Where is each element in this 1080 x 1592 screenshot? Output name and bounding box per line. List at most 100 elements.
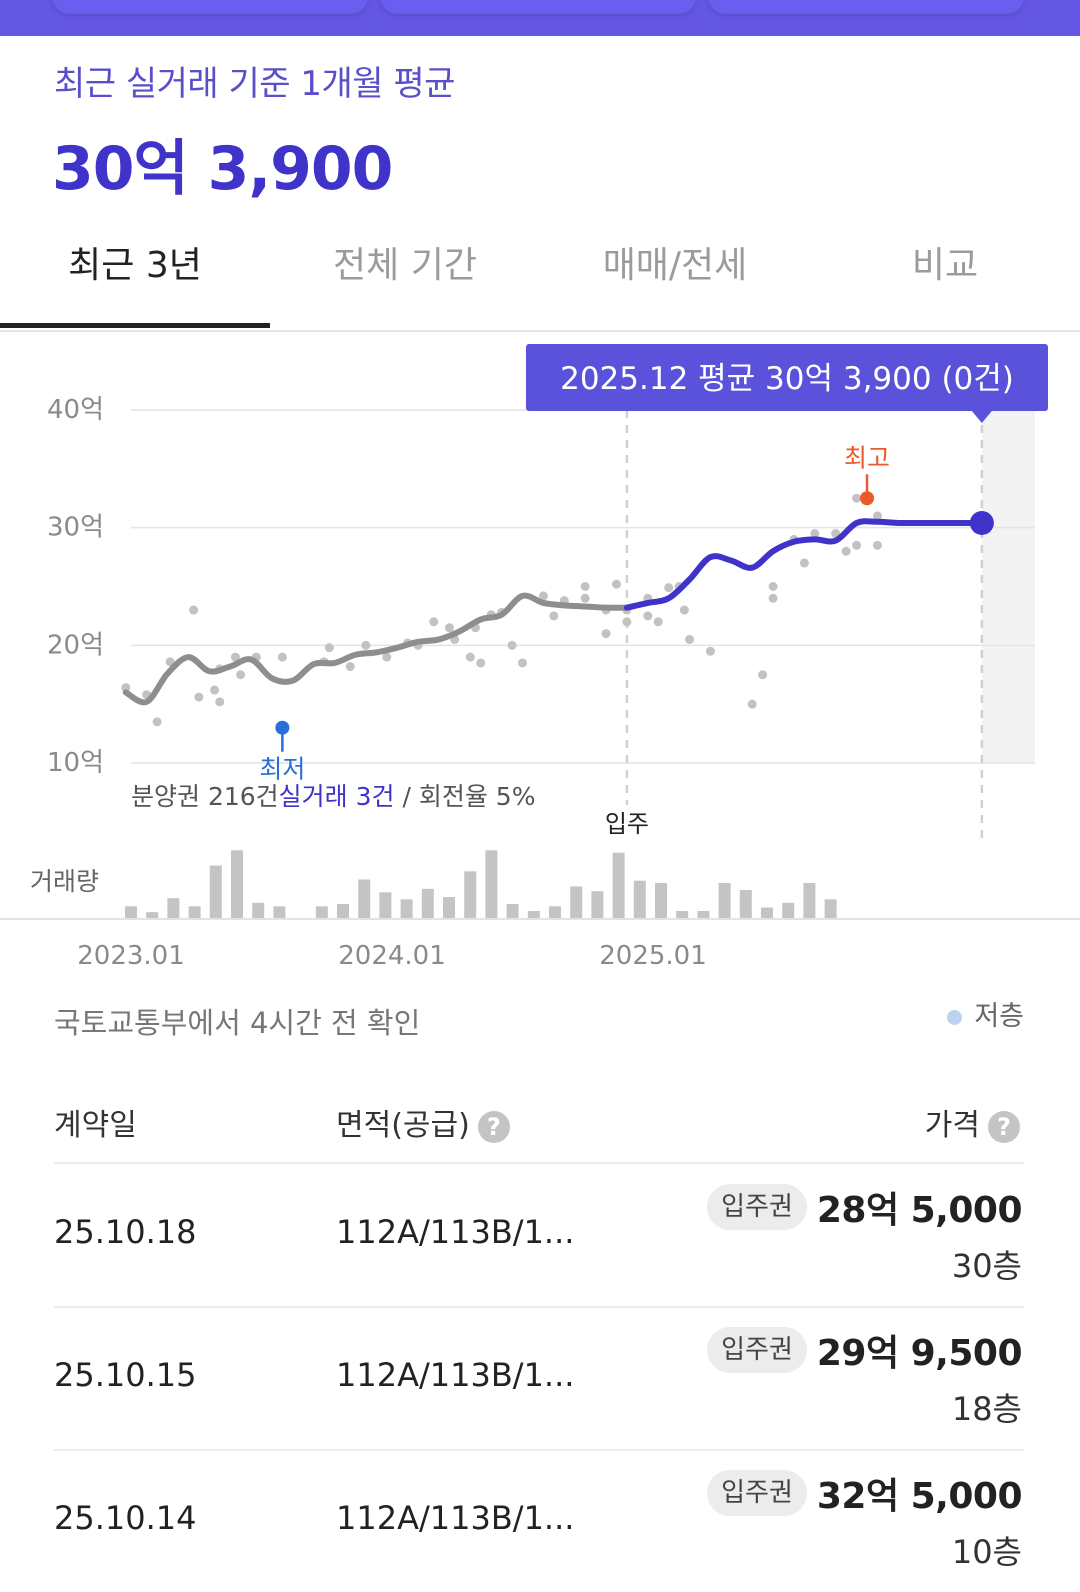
row-price-box: 입주권 32억 5,000 10층 [707, 1467, 1023, 1573]
scatter-point [465, 652, 475, 662]
y-tick-label: 10억 [47, 748, 104, 778]
volume-bar [125, 906, 137, 918]
volume-bar [782, 902, 795, 918]
volume-bar [231, 850, 243, 918]
scatter-point [210, 685, 220, 695]
stats-suffix: / 회전율 5% [395, 782, 536, 811]
price-line-recent [623, 518, 985, 611]
scatter-point [622, 617, 632, 627]
volume-bar [337, 904, 349, 918]
scatter-point [580, 582, 590, 591]
scatter-point [507, 640, 517, 650]
scatter-point [215, 697, 225, 707]
scatter-point [230, 652, 240, 662]
y-tick-label: 20억 [47, 630, 104, 660]
row-date: 25.10.14 [54, 1499, 197, 1537]
scatter-point [444, 623, 454, 633]
volume-bar [252, 902, 265, 918]
volume-bar [570, 886, 583, 918]
scatter-point [768, 582, 778, 591]
tooltip-text: 2025.12 평균 30억 3,900 (0건) [560, 361, 1014, 397]
scatter-point [236, 670, 246, 680]
area-help-icon[interactable]: ? [477, 1110, 510, 1143]
volume-bar [633, 880, 646, 918]
scatter-point [538, 591, 548, 601]
y-tick-label: 30억 [47, 513, 104, 543]
volume-bar [273, 906, 286, 918]
volume-bar [655, 883, 667, 918]
x-tick-label: 2023.01 [77, 941, 185, 971]
scatter-point [643, 611, 653, 621]
row-badge: 입주권 [707, 1470, 807, 1516]
volume-bar [146, 912, 159, 918]
scatter-point [152, 717, 162, 727]
volume-bar [209, 865, 222, 918]
table-header: 계약일 면적(공급)? 가격? [54, 1086, 1024, 1164]
scatter-point [685, 634, 695, 644]
scatter-point [841, 546, 851, 556]
scatter-point [476, 658, 486, 668]
row-floor: 18층 [951, 1390, 1022, 1428]
row-area: 112A/113B/1... [336, 1499, 575, 1537]
volume-bar [739, 890, 752, 918]
scatter-point [653, 617, 663, 627]
top-tab-pill-3[interactable] [708, 0, 1024, 14]
row-price: 28억 5,000 [816, 1190, 1023, 1231]
scatter-point [121, 683, 131, 693]
x-tick-label: 2024.01 [338, 941, 446, 971]
volume-bar [718, 883, 731, 918]
table-row[interactable]: 25.10.18 112A/113B/1... 입주권 28억 5,000 30층 [54, 1163, 1024, 1308]
scatter-point [549, 611, 559, 621]
scatter-point [664, 583, 674, 593]
top-bar [0, 0, 1080, 36]
table-row[interactable]: 25.10.15 112A/113B/1... 입주권 29억 9,500 18층 [54, 1306, 1024, 1451]
scatter-point [324, 643, 334, 653]
volume-bar [464, 871, 477, 918]
volume-bar [612, 852, 625, 918]
scatter-point [768, 593, 778, 603]
legend-dot [947, 1010, 963, 1025]
top-tab-pill-2[interactable] [380, 0, 696, 14]
average-price: 30억 3,900 [52, 134, 393, 204]
future-shade [981, 410, 1035, 763]
tab-recent-3y[interactable]: 최근 3년 [0, 230, 270, 328]
tooltip-box [526, 344, 1048, 411]
volume-bar [188, 906, 201, 918]
data-source-text: 국토교통부에서 4시간 전 확인 [54, 1006, 421, 1040]
tab-sale-jeonse[interactable]: 매매/전세 [602, 245, 748, 286]
scatter-point [580, 593, 590, 603]
price-help-icon[interactable]: ? [988, 1110, 1020, 1143]
row-area: 112A/113B/1... [336, 1213, 575, 1251]
lowest-point [275, 720, 290, 735]
scatter-point [518, 658, 527, 668]
volume-bar [824, 899, 837, 918]
table-row[interactable]: 25.10.14 112A/113B/1... 입주권 32억 5,000 10층 [54, 1449, 1024, 1592]
price-line-past [122, 592, 630, 706]
scatter-point [679, 605, 689, 615]
lowest-label: 최저 [259, 755, 305, 784]
average-subtitle: 최근 실거래 기준 1개월 평균 [54, 64, 455, 104]
row-price: 29억 9,500 [816, 1333, 1023, 1374]
volume-label: 거래량 [30, 867, 99, 896]
row-area: 112A/113B/1... [336, 1356, 575, 1394]
highest-point [860, 491, 875, 506]
volume-bar [167, 898, 180, 918]
tab-compare[interactable]: 비교 [911, 245, 979, 286]
scatter-point [810, 529, 820, 539]
tab-all-period[interactable]: 전체 기간 [333, 245, 477, 286]
top-tab-pill-1[interactable] [52, 0, 368, 14]
volume-bar [697, 911, 710, 918]
scatter-point [852, 540, 862, 550]
volume-bar [676, 911, 689, 918]
volume-bar [358, 879, 371, 918]
row-date: 25.10.15 [54, 1356, 197, 1394]
volume-bar [400, 899, 413, 918]
scatter-point [345, 662, 355, 672]
volume-baseline [0, 918, 1080, 920]
header-area-label: 면적(공급) [336, 1108, 470, 1143]
scatter-point [611, 579, 621, 589]
row-floor: 30층 [951, 1247, 1022, 1285]
row-date: 25.10.18 [54, 1213, 197, 1251]
y-tick-label: 40억 [47, 395, 104, 425]
